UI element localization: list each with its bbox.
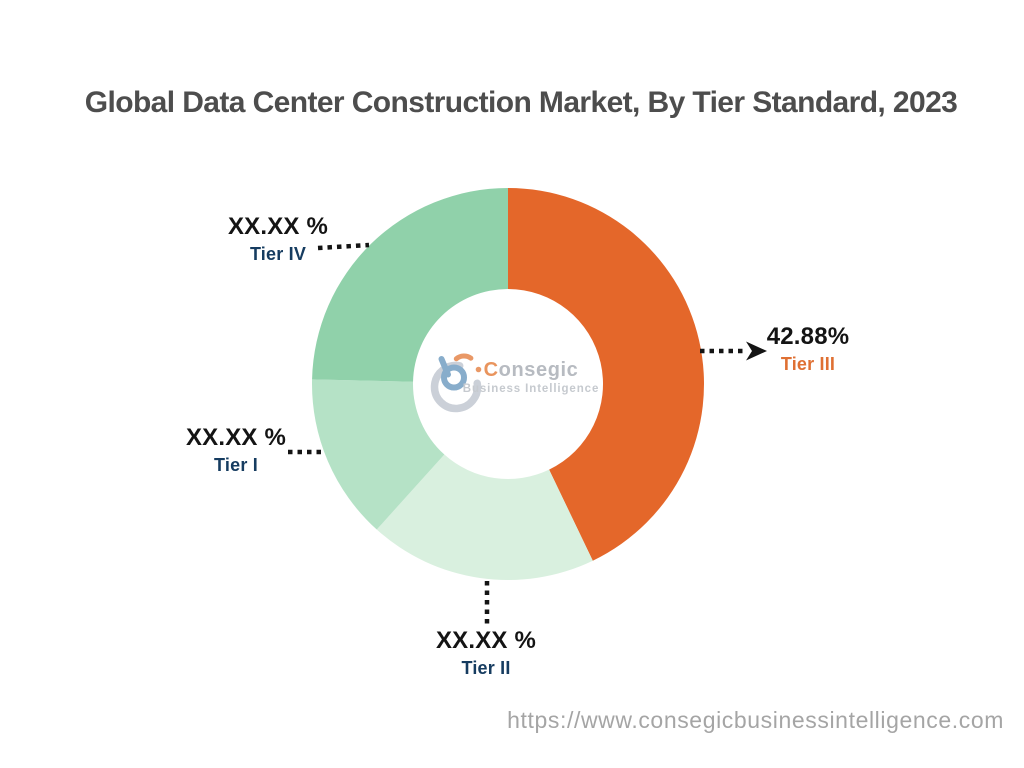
- logo-blue-stem: [438, 356, 451, 378]
- arrowhead-icon: [746, 341, 767, 361]
- tier-ii-value: XX.XX %: [435, 627, 537, 654]
- annotation-tier-ii: XX.XX % Tier II: [391, 628, 581, 678]
- donut-segments: [312, 188, 704, 581]
- donut-segment-tier-iv: [312, 188, 508, 382]
- logo-orange-swoosh: [453, 353, 474, 362]
- annotation-tier-i: XX.XX % Tier I: [141, 425, 331, 475]
- tier-i-value: XX.XX %: [185, 424, 287, 451]
- logo-orange-dot: [475, 366, 482, 373]
- tier-iii-value: 42.88%: [766, 323, 850, 350]
- tier-iv-label: Tier IV: [249, 243, 307, 264]
- tier-i-label: Tier I: [214, 454, 258, 475]
- logo-blue-ring: [441, 364, 467, 391]
- donut-segment-tier-iii: [508, 188, 704, 561]
- tier-iii-label: Tier III: [780, 353, 836, 374]
- footer-url-link[interactable]: https://www.consegicbusinessintelligence…: [507, 707, 1004, 733]
- annotation-tier-iv: XX.XX % Tier IV: [183, 214, 373, 264]
- donut-segment-tier-i: [312, 379, 445, 530]
- annotation-tier-iii: 42.88% Tier III: [713, 324, 903, 374]
- chart-title: Global Data Center Construction Market, …: [84, 86, 958, 119]
- tier-ii-label: Tier II: [461, 657, 511, 678]
- tier-iv-value: XX.XX %: [227, 213, 329, 240]
- donut-segment-tier-ii: [376, 454, 593, 581]
- consegic-logo-icon: [430, 353, 482, 413]
